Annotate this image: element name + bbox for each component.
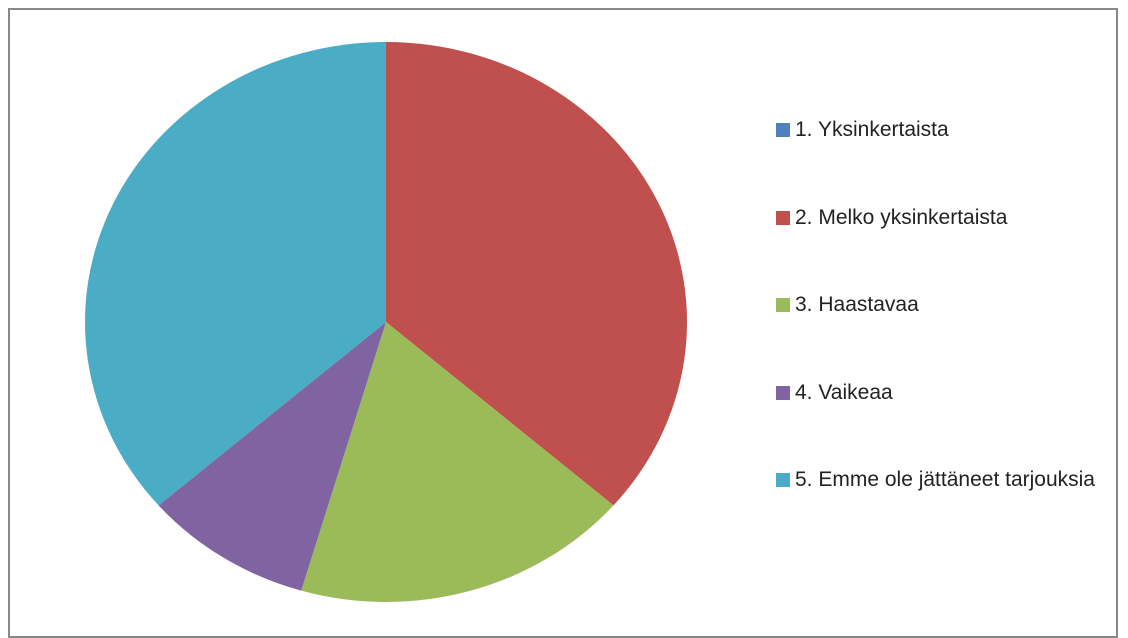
legend-item: 3. Haastavaa <box>776 287 1116 323</box>
legend-label: 2. Melko yksinkertaista <box>795 205 1008 229</box>
pie-slice <box>158 322 386 591</box>
pie-slice <box>301 322 614 603</box>
legend-swatch <box>776 473 790 487</box>
legend-label: 3. Haastavaa <box>795 293 919 316</box>
legend-swatch <box>776 210 790 225</box>
legend-label: 1. Yksinkertaista <box>795 118 949 141</box>
legend-swatch <box>776 385 790 400</box>
legend-swatch <box>776 123 790 137</box>
legend-label: 4. Vaikeaa <box>795 380 893 404</box>
legend-item: 1. Yksinkertaista <box>776 112 1116 148</box>
legend-label: 5. Emme ole jättäneet tarjouksia <box>795 468 1095 491</box>
pie-slice <box>85 42 387 506</box>
legend-item: 2. Melko yksinkertaista <box>776 200 1116 236</box>
legend-item: 4. Vaikeaa <box>776 375 1116 411</box>
pie-slice <box>386 42 688 506</box>
legend-swatch <box>776 298 790 312</box>
legend-item: 5. Emme ole jättäneet tarjouksia <box>776 462 1116 498</box>
